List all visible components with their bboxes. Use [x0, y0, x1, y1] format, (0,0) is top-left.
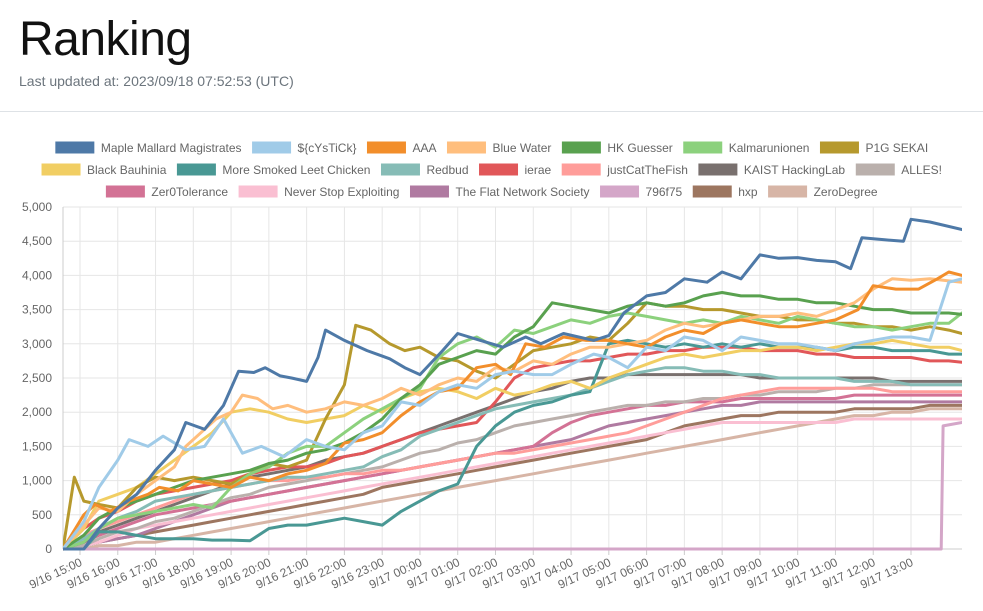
legend-item: Maple Mallard Magistrates [54, 140, 242, 155]
chart-legend: Maple Mallard Magistrates ${cYsTiCk} AAA Bl… [40, 140, 942, 199]
legend-item: Kalmarunionen [682, 140, 810, 155]
legend-swatch [237, 184, 279, 199]
legend-swatch [251, 140, 293, 155]
legend-label: P1G SEKAI [865, 141, 928, 155]
legend-label: Black Bauhinia [87, 163, 167, 177]
legend-item: ${cYsTiCk} [251, 140, 357, 155]
legend-swatch [691, 184, 733, 199]
legend-item: Never Stop Exploiting [237, 184, 399, 199]
legend-item: ZeroDegree [767, 184, 878, 199]
legend-swatch [445, 140, 487, 155]
y-tick-label: 5,000 [22, 200, 52, 214]
legend-label: Redbud [426, 163, 468, 177]
y-tick-label: 4,500 [22, 234, 52, 248]
header-divider [0, 111, 983, 112]
series-line [63, 417, 962, 551]
legend-label: Never Stop Exploiting [284, 185, 399, 199]
legend-label: HK Guesser [607, 141, 672, 155]
legend-item: hxp [691, 184, 758, 199]
legend-item: HK Guesser [560, 140, 673, 155]
series-line [63, 393, 962, 551]
y-tick-label: 2,000 [22, 405, 52, 419]
legend-label: Zer0Tolerance [151, 185, 228, 199]
chart-series [63, 217, 962, 551]
legend-item: justCatTheFish [560, 162, 688, 177]
legend-swatch [478, 162, 520, 177]
legend-label: justCatTheFish [606, 163, 688, 177]
y-tick-label: 3,500 [22, 303, 52, 317]
legend-swatch [767, 184, 809, 199]
legend-item: Zer0Tolerance [104, 184, 228, 199]
legend-label: More Smoked Leet Chicken [222, 163, 370, 177]
y-axis: 0 500 1,000 1,500 2,000 2,500 3,000 3,500 4,000 4… [22, 200, 64, 556]
legend-item: 796f75 [599, 184, 683, 199]
legend-label: The Flat Network Society [455, 185, 589, 199]
legend-swatch [104, 184, 146, 199]
y-tick-label: 1,500 [22, 439, 52, 453]
legend-label: hxp [738, 185, 758, 199]
legend-label: Kalmarunionen [729, 141, 810, 155]
series-line [63, 383, 962, 551]
series-line [63, 421, 962, 551]
legend-label: ZeroDegree [814, 185, 878, 199]
legend-swatch [697, 162, 739, 177]
legend-item: Black Bauhinia [40, 162, 167, 177]
legend-label: Blue Water [492, 141, 551, 155]
legend-item: AAA [365, 140, 436, 155]
legend-item: Redbud [379, 162, 469, 177]
legend-label: 796f75 [646, 185, 683, 199]
legend-item: More Smoked Leet Chicken [175, 162, 370, 177]
legend-swatch [682, 140, 724, 155]
series-line [63, 217, 962, 551]
legend-item: The Flat Network Society [408, 184, 590, 199]
series-line [63, 338, 962, 551]
legend-label: KAIST HackingLab [744, 163, 845, 177]
y-tick-label: 500 [32, 508, 52, 522]
legend-swatch [379, 162, 421, 177]
legend-item: P1G SEKAI [818, 140, 928, 155]
series-line [63, 291, 962, 551]
series-line [63, 277, 962, 551]
legend-swatch [599, 184, 641, 199]
y-tick-label: 1,000 [22, 474, 52, 488]
legend-swatch [560, 140, 602, 155]
legend-label: ${cYsTiCk} [298, 141, 357, 155]
ranking-line-chart: Maple Mallard Magistrates ${cYsTiCk} AAA Bl… [22, 140, 962, 592]
x-axis: 9/16 15:009/16 16:009/16 17:009/16 18:00… [27, 548, 962, 592]
legend-label: ALLES! [901, 163, 942, 177]
series-line [63, 311, 962, 551]
legend-swatch [365, 140, 407, 155]
legend-item: KAIST HackingLab [697, 162, 845, 177]
series-line [63, 270, 962, 551]
legend-label: Maple Mallard Magistrates [101, 141, 242, 155]
legend-label: ierae [525, 163, 552, 177]
legend-swatch [560, 162, 602, 177]
legend-swatch [54, 140, 96, 155]
page-title: Ranking [19, 13, 192, 66]
legend-swatch [40, 162, 82, 177]
y-tick-label: 4,000 [22, 268, 52, 282]
legend-item: ierae [478, 162, 552, 177]
legend-swatch [818, 140, 860, 155]
y-tick-label: 2,500 [22, 371, 52, 385]
y-tick-label: 0 [45, 542, 52, 556]
legend-swatch [408, 184, 450, 199]
legend-swatch [175, 162, 217, 177]
last-updated-text: Last updated at: 2023/09/18 07:52:53 (UT… [19, 73, 294, 89]
legend-item: ALLES! [854, 162, 942, 177]
legend-label: AAA [412, 141, 436, 155]
series-line [63, 366, 962, 551]
legend-swatch [854, 162, 896, 177]
y-tick-label: 3,000 [22, 337, 52, 351]
legend-item: Blue Water [445, 140, 551, 155]
series-line [63, 403, 962, 551]
